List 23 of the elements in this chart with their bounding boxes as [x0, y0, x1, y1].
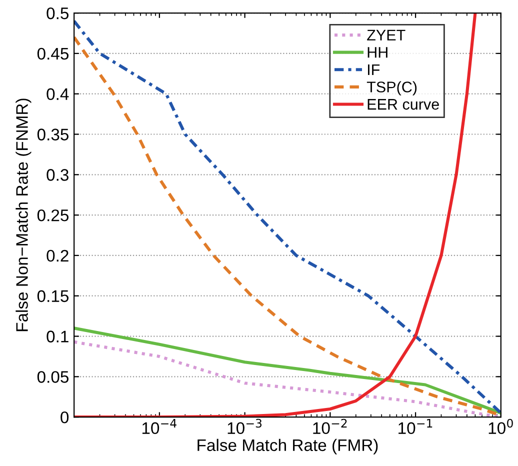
y-tick-label: 0.15	[37, 290, 69, 302]
x-tick-label: 10$^{−2}$	[313, 418, 347, 434]
legend-label: HH	[368, 47, 388, 58]
x-tick-label: 10$^{0}$	[488, 418, 513, 434]
y-tick-label: 0.25	[37, 209, 69, 222]
legend-label: ZYET	[367, 30, 406, 40]
y-tick-label: 0.4	[46, 88, 69, 100]
y-tick-label: 0.3	[46, 169, 68, 181]
y-tick-label: 0.2	[46, 250, 68, 262]
x-axis-title: False Match Rate (FMR)	[198, 438, 378, 454]
y-axis-title: False Non−Match Rate (FNMR)	[16, 98, 32, 332]
x-tick-label: 10$^{−3}$	[228, 418, 262, 434]
y-tick-label: 0.5	[46, 7, 69, 20]
x-tick-label: 10$^{−1}$	[398, 419, 432, 434]
y-tick-label: 0.1	[46, 330, 68, 342]
y-tick-label: 0.35	[37, 128, 69, 140]
legend-label: TSP(C)	[366, 81, 417, 96]
x-tick-label: 10$^{−4}$	[142, 419, 176, 434]
y-tick-label: 0	[60, 411, 69, 424]
y-tick-label: 0.05	[37, 371, 69, 383]
y-tick-label: 0.45	[37, 48, 69, 60]
legend-label: EER curve	[368, 99, 439, 110]
legend-label: IF	[368, 64, 380, 75]
